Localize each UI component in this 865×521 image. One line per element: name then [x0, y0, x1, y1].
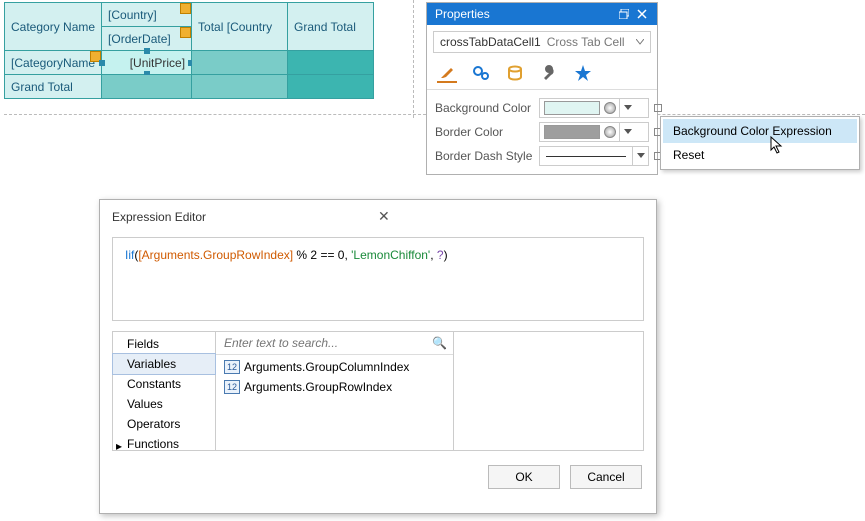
dropdown-button[interactable] [619, 99, 635, 117]
expression-editor-dialog: Expression Editor ✕ Iif([Arguments.Group… [99, 199, 657, 514]
prop-label-bd: Border Dash Style [435, 149, 539, 163]
selected-object-name: crossTabDataCell1 [440, 35, 541, 49]
dropdown-button[interactable] [632, 147, 648, 165]
category-list[interactable]: Fields Variables Constants Values Operat… [112, 331, 216, 451]
token-placeholder: ? [437, 248, 444, 262]
cat-variables[interactable]: Variables [112, 353, 216, 375]
cat-fields[interactable]: Fields [113, 334, 215, 354]
description-panel [454, 331, 644, 451]
properties-tabs [427, 59, 657, 90]
cell-orderdate-text: [OrderDate] [108, 32, 171, 46]
cell-categoryname-row[interactable]: [CategoryName [5, 51, 102, 75]
cell-categoryname-text: [CategoryName [11, 56, 95, 70]
number-type-icon: 12 [224, 380, 240, 394]
properties-panel: Properties crossTabDataCell1 Cross Tab C… [426, 2, 658, 175]
cat-functions[interactable]: ▸ Functions [113, 434, 215, 454]
prop-label-bc: Border Color [435, 125, 539, 139]
tab-misc-wrench-icon[interactable] [539, 63, 559, 83]
cell-gt2[interactable] [192, 75, 288, 99]
smart-tag-icon[interactable] [180, 3, 191, 14]
properties-title-text: Properties [435, 7, 613, 21]
chevron-down-icon [636, 39, 644, 45]
tab-behavior-gears-icon[interactable] [471, 63, 491, 83]
cell-gt1[interactable] [102, 75, 192, 99]
properties-rows: Background Color Border Color Border Das… [427, 90, 657, 174]
item-list[interactable]: 12 Arguments.GroupColumnIndex 12 Arguments… [216, 355, 453, 399]
prop-row-border-dash: Border Dash Style [435, 144, 649, 168]
tab-appearance-brush-icon[interactable] [437, 63, 457, 83]
cell-country-text: [Country] [108, 8, 157, 22]
token-field: [Arguments.GroupRowIndex] [138, 248, 293, 262]
restore-icon[interactable] [617, 7, 631, 21]
cell-total1[interactable] [192, 51, 288, 75]
prop-row-background-color: Background Color [435, 96, 649, 120]
bg-color-swatch[interactable] [544, 101, 600, 115]
properties-object-selector[interactable]: crossTabDataCell1 Cross Tab Cell [433, 31, 651, 53]
properties-titlebar[interactable]: Properties [427, 3, 657, 25]
border-color-swatch[interactable] [544, 125, 600, 139]
resize-handle-left[interactable] [99, 60, 105, 66]
cell-grand-total-col-header[interactable]: Grand Total [288, 3, 374, 51]
close-icon[interactable]: ✕ [378, 208, 644, 225]
prop-row-border-color: Border Color [435, 120, 649, 144]
cancel-button[interactable]: Cancel [570, 465, 642, 489]
vertical-ruler-line [413, 0, 414, 118]
prop-value-bd[interactable] [539, 146, 649, 166]
cat-operators[interactable]: Operators [113, 414, 215, 434]
item-group-row-index[interactable]: 12 Arguments.GroupRowIndex [220, 377, 449, 397]
prop-value-bc[interactable] [539, 122, 649, 142]
ok-button[interactable]: OK [488, 465, 560, 489]
context-menu: Background Color Expression Reset [660, 116, 860, 170]
cell-total2[interactable] [288, 51, 374, 75]
property-marker[interactable] [654, 104, 662, 112]
dropdown-button[interactable] [619, 123, 635, 141]
token-string: 'LemonChiffon' [351, 248, 430, 262]
expression-indicator-icon[interactable] [604, 102, 616, 114]
expression-indicator-icon[interactable] [604, 126, 616, 138]
expression-textarea[interactable]: Iif([Arguments.GroupRowIndex] % 2 == 0, … [112, 237, 644, 321]
prop-value-bg[interactable] [539, 98, 649, 118]
expression-editor-titlebar[interactable]: Expression Editor ✕ [100, 200, 656, 233]
expression-lists: Fields Variables Constants Values Operat… [112, 331, 644, 451]
cat-values[interactable]: Values [113, 394, 215, 414]
cell-category-name-header[interactable]: Category Name [5, 3, 102, 51]
item-list-panel: 🔍 12 Arguments.GroupColumnIndex 12 Argumen… [216, 331, 454, 451]
smart-tag-icon[interactable] [180, 27, 191, 38]
item-label: Arguments.GroupColumnIndex [244, 360, 409, 374]
cell-country-header[interactable]: [Country] [102, 3, 192, 27]
cell-grand-total-row[interactable]: Grand Total [5, 75, 102, 99]
search-input[interactable] [222, 335, 432, 351]
selected-object-type: Cross Tab Cell [547, 35, 636, 49]
token-function: Iif [125, 248, 134, 262]
cell-unitprice-selected[interactable]: [UnitPrice] [102, 51, 192, 75]
expression-editor-title: Expression Editor [112, 210, 378, 224]
search-box[interactable]: 🔍 [216, 332, 453, 355]
token-close: ) [444, 248, 448, 262]
crosstab-designer[interactable]: Category Name [Country] Total [Country G… [4, 2, 374, 99]
resize-handle-top[interactable] [144, 48, 150, 54]
number-type-icon: 12 [224, 360, 240, 374]
expand-arrow-icon[interactable]: ▸ [116, 439, 122, 453]
cell-total-country-header[interactable]: Total [Country [192, 3, 288, 51]
dash-style-preview [546, 156, 626, 157]
dialog-buttons: OK Cancel [100, 457, 656, 497]
token-comma: , [430, 248, 437, 262]
cell-unitprice-text: [UnitPrice] [130, 56, 185, 70]
menu-item-bg-color-expression[interactable]: Background Color Expression [663, 119, 857, 143]
cat-functions-label: Functions [127, 437, 179, 451]
tab-favorites-star-icon[interactable] [573, 63, 593, 83]
token-mid: % 2 == 0, [293, 248, 351, 262]
tab-data-database-icon[interactable] [505, 63, 525, 83]
cat-constants[interactable]: Constants [113, 374, 215, 394]
item-label: Arguments.GroupRowIndex [244, 380, 392, 394]
prop-label-bg: Background Color [435, 101, 539, 115]
item-group-column-index[interactable]: 12 Arguments.GroupColumnIndex [220, 357, 449, 377]
cell-gt3[interactable] [288, 75, 374, 99]
close-icon[interactable] [635, 7, 649, 21]
search-icon[interactable]: 🔍 [432, 336, 447, 350]
cell-orderdate-header[interactable]: [OrderDate] [102, 27, 192, 51]
menu-item-reset[interactable]: Reset [663, 143, 857, 167]
